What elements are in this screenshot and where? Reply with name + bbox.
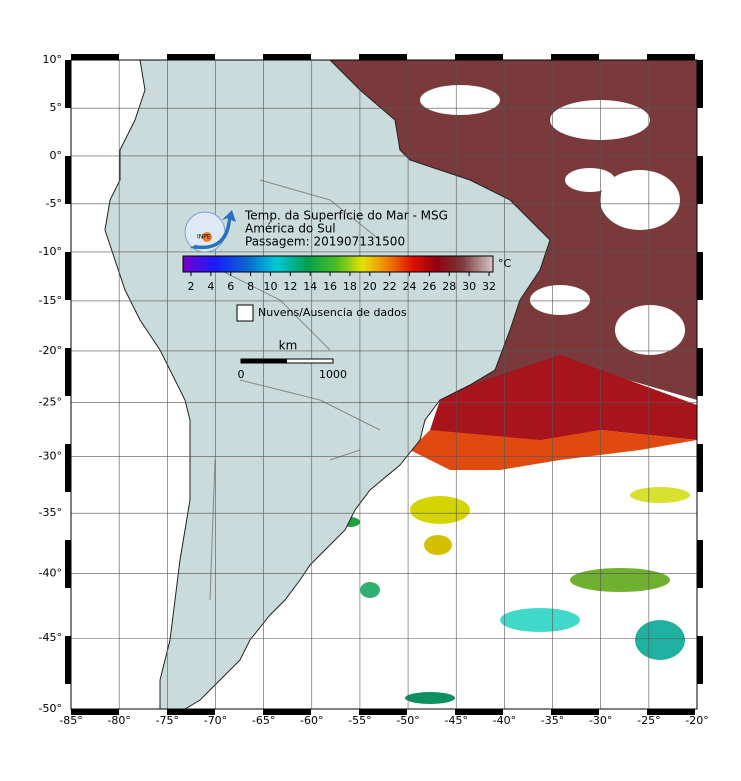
lat-tick-label: -35° <box>39 506 62 519</box>
sst-cool <box>340 487 690 704</box>
lat-tick-label: -40° <box>39 566 62 579</box>
colorbar-tick-label: 24 <box>403 280 417 293</box>
lat-tick-label: -5° <box>46 197 62 210</box>
lon-tick-label: -45° <box>444 714 467 727</box>
borders <box>199 179 381 601</box>
colorbar-tick-label: 22 <box>383 280 397 293</box>
logo-text: INPE <box>197 234 211 241</box>
colorbar-tick-label: 10 <box>263 280 277 293</box>
colorbar-tick-label: 12 <box>283 280 297 293</box>
cloud-gaps <box>420 85 685 355</box>
grid <box>71 60 697 709</box>
frame-ticks <box>65 54 703 715</box>
title-box: INPE Temp. da Superfície do Mar - MSG Am… <box>182 209 512 381</box>
colorbar-tick-label: 16 <box>323 280 337 293</box>
colorbar-tick-label: 30 <box>462 280 476 293</box>
colorbar-ticks: 2 4 6 8 10 12 14 16 18 20 22 24 26 28 30 32 <box>188 272 496 293</box>
lon-tick-label: -80° <box>107 714 130 727</box>
lon-tick-label: -25° <box>637 714 660 727</box>
title-line: Temp. da Superfície do Mar - MSG <box>244 209 448 223</box>
lon-tick-label: -30° <box>589 714 612 727</box>
lon-tick-label: -75° <box>156 714 179 727</box>
scale-unit: km <box>279 339 298 353</box>
colorbar-tick-label: 2 <box>188 280 195 293</box>
scale-label: 1000 <box>319 368 347 381</box>
logo-dot <box>202 232 212 242</box>
lat-tick-label: -30° <box>39 450 62 463</box>
axes: -85° -80° -75° -70° -65° -60° -55° -50° -45° -40°… <box>39 53 709 727</box>
sst-orange <box>410 430 697 470</box>
colorbar-tick-label: 14 <box>303 280 317 293</box>
scale-bar-fill <box>241 359 287 363</box>
plot-area <box>71 60 697 709</box>
title-line: América do Sul <box>245 222 336 236</box>
lon-tick-label: -35° <box>541 714 564 727</box>
lat-tick-label: 5° <box>50 101 63 114</box>
colorbar-tick-label: 4 <box>207 280 214 293</box>
lat-tick-label: 10° <box>43 53 63 66</box>
lat-tick-label: -25° <box>39 396 62 409</box>
lat-tick-label: -10° <box>39 245 62 258</box>
legend-swatch <box>236 304 254 322</box>
lon-tick-label: -20° <box>685 714 708 727</box>
lon-tick-label: -50° <box>396 714 419 727</box>
colorbar-tick-label: 20 <box>363 280 377 293</box>
lon-tick-label: -70° <box>204 714 227 727</box>
colorbar-tick-label: 6 <box>227 280 234 293</box>
lon-tick-label: -85° <box>59 714 82 727</box>
colorbar-tick-label: 28 <box>442 280 456 293</box>
lat-tick-label: -15° <box>39 294 62 307</box>
colorbar-tick-label: 26 <box>422 280 436 293</box>
colorbar-tick-label: 8 <box>247 280 254 293</box>
title-line: Passagem: 201907131500 <box>245 235 405 249</box>
colorbar-tick-label: 18 <box>343 280 357 293</box>
lon-tick-label: -65° <box>252 714 275 727</box>
legend-text: Nuvens/Ausencia de dados <box>258 306 407 319</box>
logo-arrow <box>190 210 236 250</box>
sst-warm <box>330 60 697 400</box>
colorbar <box>182 255 494 273</box>
lat-tick-label: -50° <box>39 702 62 715</box>
lon-tick-label: -40° <box>493 714 516 727</box>
lat-tick-label: 0° <box>50 149 63 162</box>
lon-tick-label: -60° <box>300 714 323 727</box>
scale-label: 0 <box>238 368 245 381</box>
colorbar-unit: °C <box>498 257 512 270</box>
colorbar-tick-label: 32 <box>482 280 496 293</box>
lat-tick-label: -45° <box>39 631 62 644</box>
lat-tick-label: -20° <box>39 344 62 357</box>
lon-tick-label: -55° <box>348 714 371 727</box>
